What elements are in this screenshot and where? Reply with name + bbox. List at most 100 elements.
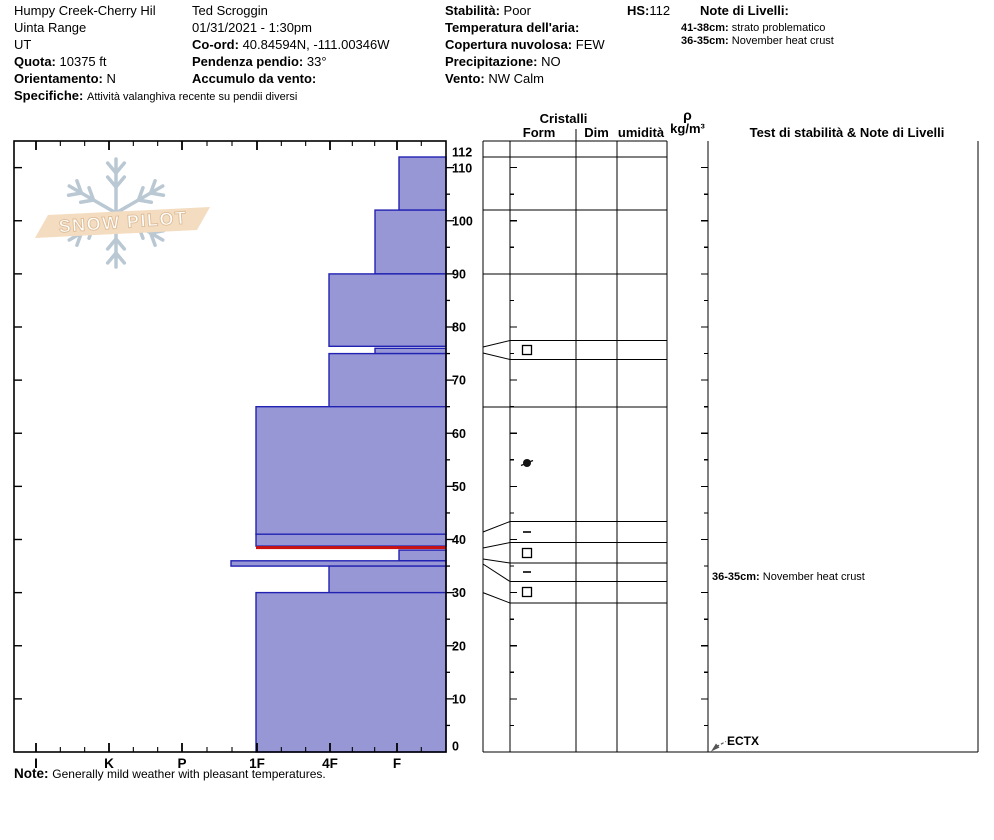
- aspect-label: Orientamento:: [14, 71, 103, 86]
- sky-cover: Copertura nuvolosa: FEW: [445, 37, 605, 52]
- snowpilot-logo-watermark: SNOW PILOT: [35, 157, 210, 269]
- elevation-label: Quota:: [14, 54, 56, 69]
- snow-layer-bar-38-36cm: [398, 549, 447, 562]
- hardness-label-K: K: [104, 756, 114, 771]
- snow-layer-bar-76-75cm: [374, 347, 447, 355]
- slope-label: Pendenza pendio:: [192, 54, 304, 69]
- hardness-label-I: I: [34, 756, 38, 771]
- grain-symbol-square-35-30cm: [521, 586, 533, 598]
- layer-note-2: 36-35cm: November heat crust: [681, 35, 834, 47]
- precip-label: Precipitazione:: [445, 54, 538, 69]
- depth-label-60: 60: [452, 427, 466, 441]
- stability-test-result: ECTX: [727, 734, 760, 748]
- wind-loading: Accumulo da vento:: [192, 71, 316, 86]
- site-aspect: Orientamento: N: [14, 71, 116, 86]
- depth-label-50: 50: [452, 480, 466, 494]
- depth-label-112: 112: [452, 146, 472, 160]
- layer-note-1-text: strato problematico: [731, 22, 826, 34]
- stability-label: Stabilità:: [445, 3, 500, 18]
- depth-label-0: 0: [452, 740, 459, 754]
- wind-label: Vento:: [445, 71, 485, 86]
- test-note-text: November heat crust: [762, 571, 865, 583]
- column-header-rho: ρ: [683, 107, 692, 123]
- column-header-tests: Test di stabilità & Note di Livelli: [749, 125, 945, 140]
- air-temp-label: Temperatura dell'aria:: [445, 20, 580, 35]
- elevation-value: 10375 ft: [59, 54, 107, 69]
- site-elevation: Quota: 10375 ft: [14, 54, 107, 69]
- layer-notes-title: Note di Livelli:: [700, 3, 789, 18]
- column-header-cristalli: Cristalli: [539, 111, 588, 126]
- footer-note: Note: Generally mild weather with pleasa…: [14, 766, 326, 781]
- aspect-value: N: [106, 71, 116, 86]
- site-name: Humpy Creek-Cherry Hil: [14, 3, 156, 18]
- coord-label: Co-ord:: [192, 37, 239, 52]
- column-header-umidita: umidità: [617, 125, 665, 140]
- site-range: Uinta Range: [14, 20, 87, 35]
- comments-label: Specifiche:: [14, 88, 84, 103]
- depth-label-70: 70: [452, 374, 466, 388]
- snow-layer-bar-35-30cm: [328, 565, 447, 594]
- snow-layer-bar-102-90cm: [374, 209, 447, 275]
- stability-value: Poor: [503, 3, 531, 18]
- depth-label-40: 40: [452, 533, 466, 547]
- precip-value: NO: [541, 54, 561, 69]
- profile-grid: [482, 129, 979, 753]
- test-column-layer-note: 36-35cm: November heat crust: [712, 571, 865, 583]
- column-header-form: Form: [522, 125, 556, 140]
- column-header-dim: Dim: [584, 125, 609, 140]
- depth-label-110: 110: [452, 162, 472, 176]
- coord-value: 40.84594N, -111.00346W: [242, 37, 390, 52]
- snow-layer-bar-112-102cm: [398, 156, 447, 211]
- snow-height: HS:112: [627, 3, 670, 18]
- snow-layer-bar-41-38cm: [255, 533, 447, 547]
- slope-value: 33°: [306, 54, 327, 69]
- wind-value: NW Calm: [488, 71, 544, 86]
- snow-layer-bar-75-65cm: [328, 352, 447, 408]
- depth-label-80: 80: [452, 321, 466, 335]
- footer-note-text: Generally mild weather with pleasant tem…: [52, 767, 326, 781]
- snow-layer-bar-90-76cm: [328, 273, 447, 347]
- sky-value: FEW: [575, 37, 605, 52]
- stability-test-arrow: [711, 740, 727, 752]
- problem-layer-line: [256, 546, 446, 550]
- hs-label: HS:: [627, 3, 650, 18]
- hs-value: 112: [649, 3, 671, 18]
- grain-form-symbols: [520, 344, 534, 598]
- site-state: UT: [14, 37, 32, 52]
- hardness-label-1F: 1F: [249, 756, 265, 771]
- hardness-label-F: F: [393, 756, 401, 771]
- snow-layer-bar-30-0cm: [255, 591, 447, 753]
- depth-label-30: 30: [452, 586, 466, 600]
- snow-layer-bars: [230, 156, 447, 753]
- layer-note-1-label: 41-38cm:: [681, 22, 729, 34]
- observer-name: Ted Scroggin: [192, 3, 268, 18]
- grain-symbol-square-76-75cm: [521, 344, 533, 356]
- wind-loading-label: Accumulo da vento:: [192, 71, 317, 86]
- wind: Vento: NW Calm: [445, 71, 544, 86]
- site-comments: Specifiche: Attività valanghiva recente …: [14, 88, 297, 105]
- stability: Stabilità: Poor: [445, 3, 531, 18]
- depth-label-100: 100: [452, 214, 473, 228]
- hardness-label-4F: 4F: [322, 756, 338, 771]
- grain-symbol-square-38-36cm: [521, 547, 533, 559]
- air-temperature: Temperatura dell'aria:: [445, 20, 579, 35]
- grid-leader-lines: [482, 340, 511, 604]
- observation-datetime: 01/31/2021 - 1:30pm: [192, 20, 312, 35]
- slope-angle: Pendenza pendio: 33°: [192, 54, 327, 69]
- depth-label-20: 20: [452, 639, 466, 653]
- footer-note-label: Note:: [14, 766, 49, 781]
- profile-axes: [13, 140, 454, 753]
- snow-layer-bar-65-41cm: [255, 406, 447, 535]
- depth-label-10: 10: [452, 692, 466, 706]
- layer-note-2-text: November heat crust: [731, 35, 834, 47]
- sky-label: Copertura nuvolosa:: [445, 37, 573, 52]
- logo-banner: [35, 207, 210, 238]
- column-header-rho-units: kg/m³: [670, 121, 705, 136]
- test-note-label: 36-35cm:: [712, 571, 760, 583]
- grain-symbol-dot-65-41cm-tail: [520, 459, 534, 467]
- depth-label-90: 90: [452, 267, 466, 281]
- snow-layer-bar-36-35cm: [230, 560, 447, 567]
